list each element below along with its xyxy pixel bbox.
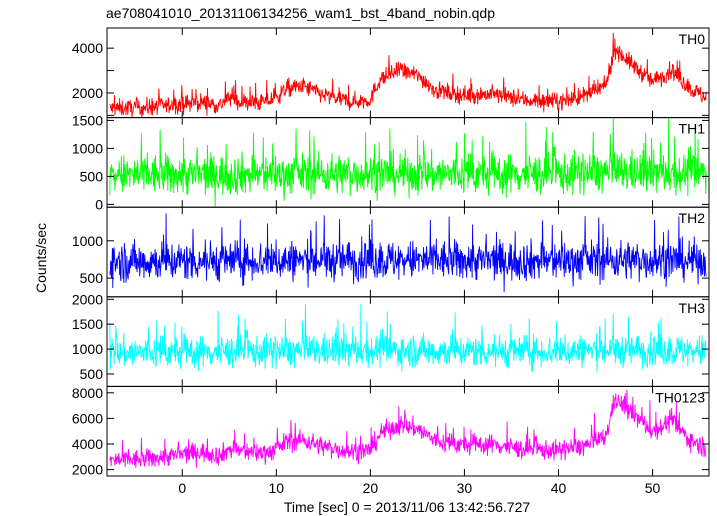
panel-frame xyxy=(106,385,710,477)
x-tick-label: 30 xyxy=(457,480,473,496)
y-tick-label: 2000 xyxy=(72,85,103,101)
y-axis-label: Counts/sec xyxy=(33,223,49,293)
panel-th2: 500 1000 TH2 xyxy=(72,206,710,298)
y-tick-label: 8000 xyxy=(72,385,103,401)
panel-label: TH1 xyxy=(679,121,706,137)
panels: 2000 4000 TH0 0 500 1000 1500 TH1 500 1000 TH2 500 1… xyxy=(72,27,710,478)
y-tick-label: 1500 xyxy=(72,316,103,332)
y-tick-label: 500 xyxy=(80,270,104,286)
x-tick-label: 50 xyxy=(645,480,661,496)
y-tick-label: 4000 xyxy=(72,40,103,56)
y-tick-label: 0 xyxy=(95,196,103,212)
x-tick-label: 20 xyxy=(363,480,379,496)
panel-label: TH0 xyxy=(679,31,706,47)
x-tick-labels: 0 10 20 30 40 50 xyxy=(178,480,660,496)
y-tick-label: 500 xyxy=(80,168,104,184)
y-tick-label: 2000 xyxy=(72,462,103,478)
x-axis-label: Time [sec] 0 = 2013/11/06 13:42:56.727 xyxy=(284,499,531,515)
y-tick-label: 2000 xyxy=(72,291,103,307)
panel-th3: 500 1000 1500 2000 TH3 xyxy=(72,291,710,387)
x-tick-label: 10 xyxy=(269,480,285,496)
panel-label: TH0123 xyxy=(655,389,705,405)
series-th0 xyxy=(109,32,707,118)
y-tick-label: 500 xyxy=(80,366,104,382)
y-tick-label: 1000 xyxy=(72,341,103,357)
panel-th0: 2000 4000 TH0 xyxy=(72,27,710,119)
panel-frame xyxy=(106,296,710,387)
series-th3 xyxy=(109,303,707,373)
series-th1 xyxy=(109,117,707,207)
chart-title: ae708041010_20131106134256_wam1_bst_4ban… xyxy=(106,5,495,21)
series-th0123 xyxy=(109,389,707,468)
y-tick-label: 4000 xyxy=(72,436,103,452)
x-tick-label: 0 xyxy=(178,480,186,496)
panel-th1: 0 500 1000 1500 TH1 xyxy=(72,112,710,212)
y-tick-label: 1000 xyxy=(72,140,103,156)
panel-label: TH2 xyxy=(679,210,706,226)
y-tick-label: 1000 xyxy=(72,233,103,249)
y-tick-label: 6000 xyxy=(72,410,103,426)
panel-th0123: 2000 4000 6000 8000 TH0123 xyxy=(72,385,710,478)
series-th2 xyxy=(109,213,707,292)
y-tick-label: 1500 xyxy=(72,112,103,128)
x-tick-label: 40 xyxy=(551,480,567,496)
panel-label: TH3 xyxy=(679,300,706,316)
